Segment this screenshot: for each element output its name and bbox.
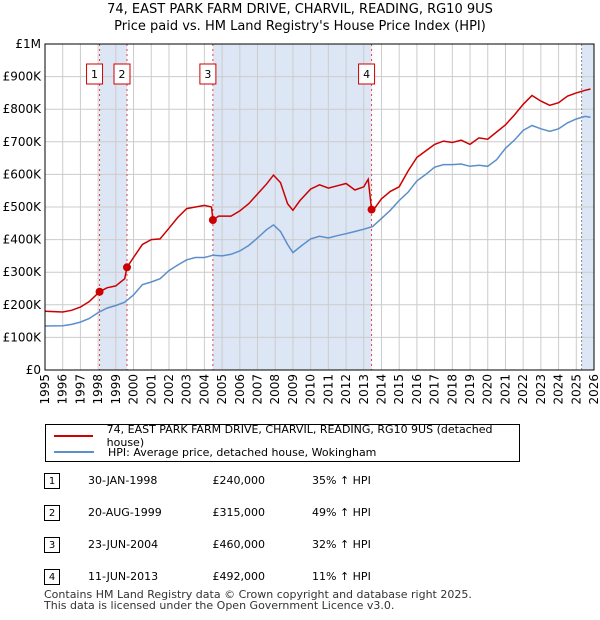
sale-marker <box>208 216 217 225</box>
x-tick-label: 2011 <box>321 374 335 405</box>
y-tick-label: £400K <box>3 233 43 247</box>
x-tick-label: 2016 <box>410 374 424 405</box>
sale-date: 11-JUN-2013 <box>88 570 159 583</box>
plot-border <box>44 43 595 371</box>
property-price-line <box>44 88 591 313</box>
footer: Contains HM Land Registry data © Crown c… <box>44 589 472 611</box>
legend: 74, EAST PARK FARM DRIVE, CHARVIL, READI… <box>45 423 520 462</box>
y-tick-label: £700K <box>3 135 43 149</box>
legend-item-property: 74, EAST PARK FARM DRIVE, CHARVIL, READI… <box>54 423 519 449</box>
legend-label-property: 74, EAST PARK FARM DRIVE, CHARVIL, READI… <box>106 423 493 449</box>
sale-box-labels: 1 2 3 4 <box>86 63 376 85</box>
sale-row: 4 11-JUN-2013 £492,000 11% ↑ HPI <box>0 566 600 590</box>
sale-row: 2 20-AUG-1999 £315,000 49% ↑ HPI <box>0 502 600 526</box>
sale-number-badge: 3 <box>44 537 60 553</box>
sale-box-label: 1 <box>91 68 98 81</box>
sale-price: £240,000 <box>212 474 266 487</box>
y-tick-label: £500K <box>3 200 43 214</box>
x-tick-label: 2025 <box>569 374 583 405</box>
x-tick-label: 2017 <box>428 374 442 405</box>
legend-item-hpi: HPI: Average price, detached house, Woki… <box>54 444 376 460</box>
sale-hpi-change: 11% ↑ HPI <box>312 570 371 583</box>
y-tick-label: £200K <box>3 298 43 312</box>
y-tick-label: £600K <box>3 167 43 181</box>
x-tick-label: 2022 <box>516 374 530 405</box>
x-tick-label: 2006 <box>233 374 247 405</box>
y-tick-label: £900K <box>3 70 43 84</box>
x-tick-label: 1995 <box>38 374 52 405</box>
y-tick-label: £300K <box>3 265 43 279</box>
sale-box <box>86 63 104 85</box>
x-tick-label: 2021 <box>498 374 512 405</box>
footer-licence: This data is licensed under the Open Gov… <box>44 599 395 612</box>
x-tick-label: 2018 <box>445 374 459 405</box>
sale-row: 1 30-JAN-1998 £240,000 35% ↑ HPI <box>0 470 600 494</box>
sale-box-label: 3 <box>204 68 211 81</box>
x-tick-label: 2026 <box>587 374 600 405</box>
sale-date: 30-JAN-1998 <box>88 474 158 487</box>
sale-price: £460,000 <box>212 538 266 551</box>
y-tick-label: £800K <box>3 102 43 116</box>
x-tick-label: 2002 <box>162 374 176 405</box>
x-tick-label: 2012 <box>339 374 353 405</box>
sale-box <box>199 63 217 85</box>
x-tick-label: 2004 <box>197 374 211 405</box>
gridlines <box>44 43 595 371</box>
sale-box <box>113 63 131 85</box>
sale-marker <box>122 263 131 272</box>
x-tick-label: 1997 <box>73 374 87 405</box>
series-lines <box>44 88 591 327</box>
y-tick-label: £1M <box>15 37 41 51</box>
x-tick-label: 2020 <box>481 374 495 405</box>
sale-date-lines <box>99 44 583 370</box>
sale-date: 23-JUN-2004 <box>88 538 159 551</box>
hpi-line <box>44 115 591 327</box>
sale-marker <box>367 205 376 214</box>
sale-markers <box>95 205 376 296</box>
x-tick-label: 2003 <box>180 374 194 405</box>
price-chart: £0 £100K £200K £300K £400K £500K £600K £700K £80… <box>3 37 600 405</box>
sale-date: 20-AUG-1999 <box>88 506 162 519</box>
sale-price: £315,000 <box>212 506 266 519</box>
x-tick-label: 2024 <box>552 374 566 405</box>
x-tick-label: 2008 <box>268 374 282 405</box>
sale-number-badge: 4 <box>44 569 60 585</box>
sale-hpi-change: 49% ↑ HPI <box>312 506 371 519</box>
x-tick-label: 2009 <box>286 374 300 405</box>
x-tick-label: 2001 <box>144 374 158 405</box>
sale-hpi-change: 32% ↑ HPI <box>312 538 371 551</box>
x-tick-label: 1999 <box>109 374 123 405</box>
sale-marker <box>95 287 104 296</box>
footer-copyright: Contains HM Land Registry data © Crown c… <box>44 588 472 601</box>
legend-swatch-property <box>54 435 93 437</box>
x-tick-label: 2005 <box>215 374 229 405</box>
y-tick-label: £100K <box>3 330 43 344</box>
sale-number-badge: 1 <box>44 473 60 489</box>
sale-box <box>358 63 376 85</box>
sale-row: 3 23-JUN-2004 £460,000 32% ↑ HPI <box>0 534 600 558</box>
axes: £0 £100K £200K £300K £400K £500K £600K £700K £80… <box>3 37 600 405</box>
x-tick-label: 2014 <box>374 374 388 405</box>
sale-number-badge: 2 <box>44 505 60 521</box>
sale-box-label: 4 <box>363 68 370 81</box>
chart-title: 74, EAST PARK FARM DRIVE, CHARVIL, READI… <box>107 2 493 17</box>
x-tick-label: 2019 <box>463 374 477 405</box>
legend-label-hpi: HPI: Average price, detached house, Woki… <box>108 445 377 459</box>
x-tick-label: 2015 <box>392 374 406 405</box>
x-tick-label: 2010 <box>304 374 318 405</box>
chart-subtitle: Price paid vs. HM Land Registry's House … <box>114 19 486 34</box>
sale-price: £492,000 <box>212 570 266 583</box>
x-tick-label: 1996 <box>56 374 70 405</box>
legend-swatch-hpi <box>54 451 94 453</box>
x-tick-label: 2007 <box>251 374 265 405</box>
x-tick-label: 2023 <box>534 374 548 405</box>
y-tick-label: £0 <box>26 363 41 377</box>
x-tick-label: 1998 <box>91 374 105 405</box>
x-tick-label: 2000 <box>127 374 141 405</box>
sale-hpi-change: 35% ↑ HPI <box>312 474 371 487</box>
x-tick-label: 2013 <box>357 374 371 405</box>
sale-box-label: 2 <box>118 68 125 81</box>
